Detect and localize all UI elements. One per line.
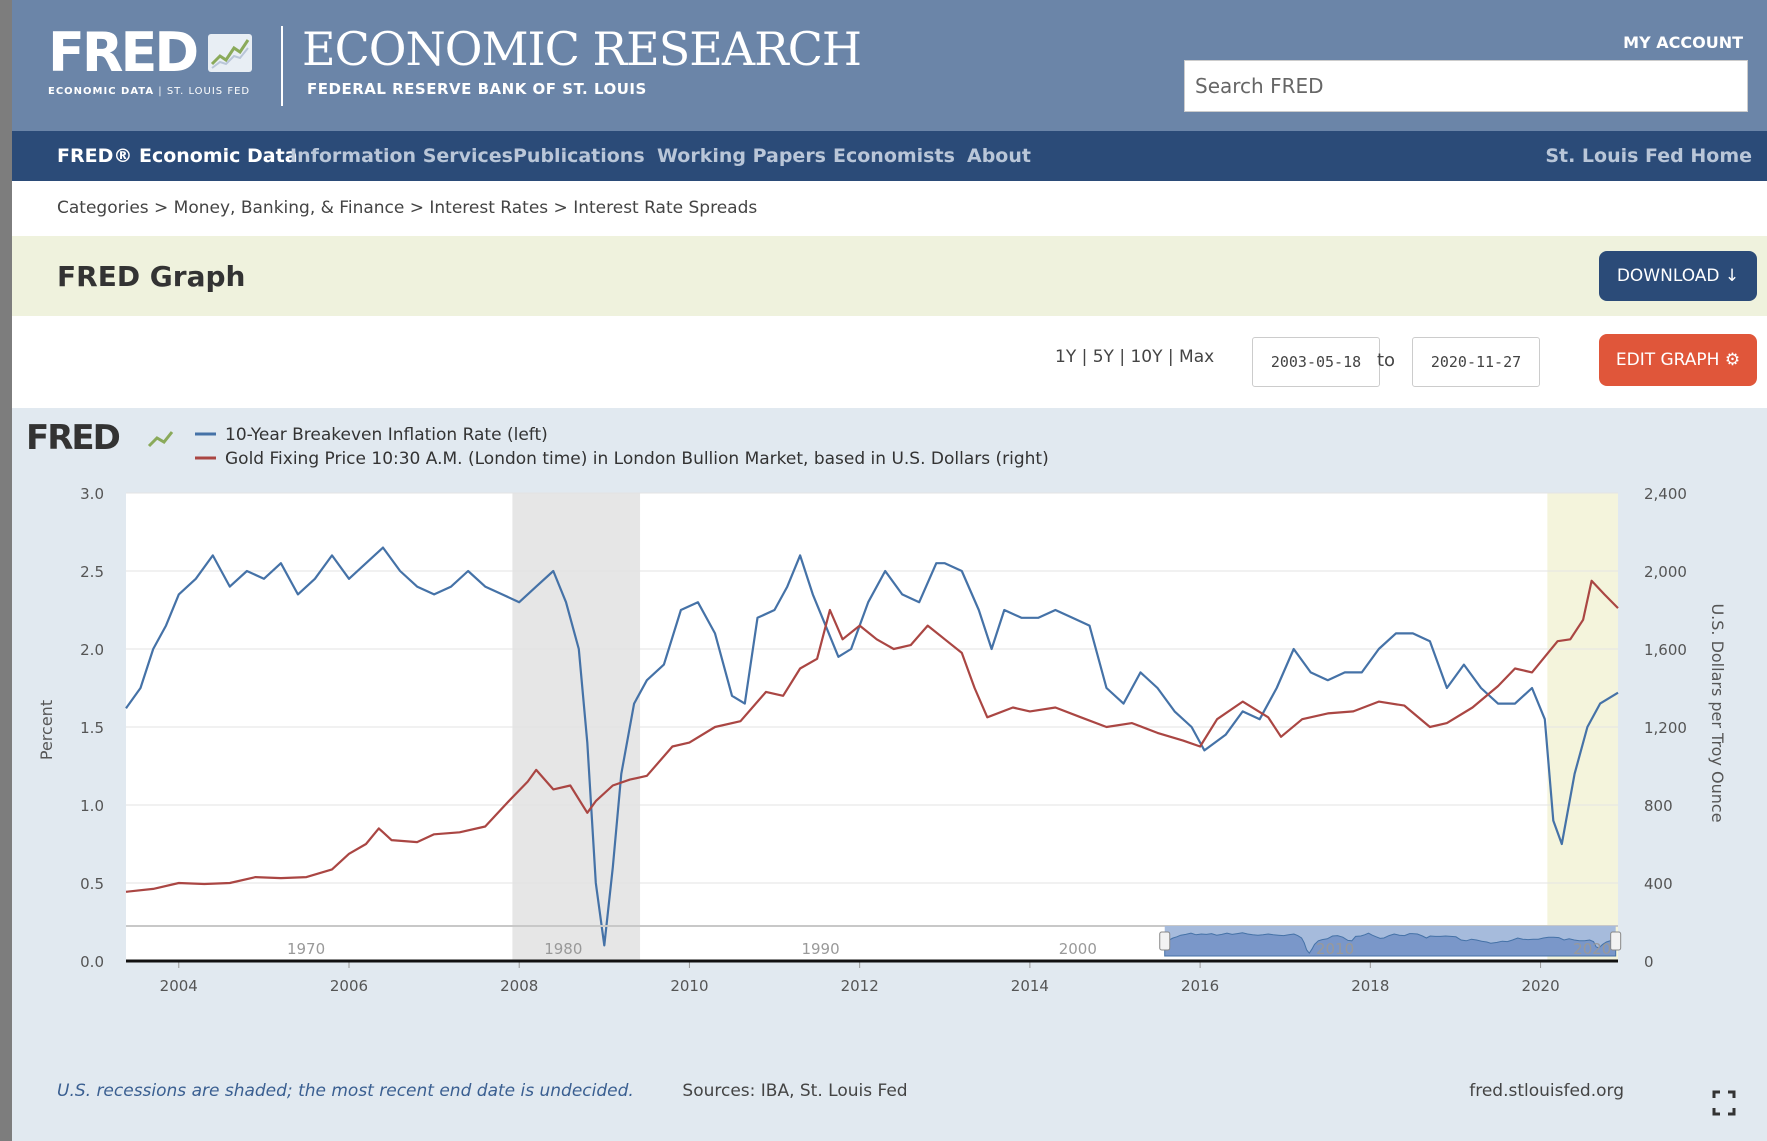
y-axis-left-label: Percent [37, 700, 56, 760]
range-navigator[interactable]: 1970 1980 1990 2000 2010 2020 [126, 925, 1622, 958]
date-to-label: to [1377, 350, 1396, 371]
x-tick: 2010 [670, 977, 708, 995]
fred-logo[interactable]: FRED [48, 21, 199, 84]
download-icon: ↓ [1724, 266, 1740, 286]
x-tick: 2008 [500, 977, 538, 995]
my-account-link[interactable]: MY ACCOUNT [1623, 33, 1743, 52]
navigator-series [1164, 932, 1617, 957]
main-nav: FRED® Economic Data Information Services… [12, 131, 1767, 181]
series-line-gold [125, 579, 1619, 893]
y-tick-right: 1,600 [1644, 641, 1687, 659]
series-line-breakeven [125, 546, 1619, 947]
search-input[interactable] [1184, 60, 1748, 112]
gear-icon: ⚙ [1724, 350, 1741, 370]
nav-economists[interactable]: Economists [833, 145, 955, 167]
y-tick-left: 1.0 [80, 797, 104, 815]
navigator-tick: 2000 [1059, 940, 1097, 958]
y-tick-left: 2.0 [80, 641, 104, 659]
y-tick-right: 1,200 [1644, 719, 1687, 737]
y-tick-right: 2,400 [1644, 485, 1687, 503]
nav-publications[interactable]: Publications [513, 145, 645, 167]
x-tick: 2014 [1011, 977, 1049, 995]
date-range-links[interactable]: 1Y | 5Y | 10Y | Max [1055, 347, 1215, 367]
nav-information-services[interactable]: Information Services [290, 145, 513, 167]
y-tick-right: 800 [1644, 797, 1673, 815]
y-tick-right: 0 [1644, 953, 1654, 971]
x-tick: 2012 [841, 977, 879, 995]
chart-panel: 0.0 0.5 1.0 1.5 2.0 2.5 3.0 0 400 800 1,200 1,600 2,… [12, 408, 1767, 1141]
download-label: DOWNLOAD [1616, 266, 1720, 286]
x-tick: 2016 [1181, 977, 1219, 995]
x-tick: 2004 [160, 977, 198, 995]
y-tick-left: 3.0 [80, 485, 104, 503]
page: FRED ECONOMIC DATA | ST. LOUIS FED ECONO… [12, 0, 1767, 1141]
chart-fred-logo: FRED [26, 418, 174, 458]
download-button[interactable]: DOWNLOAD ↓ [1599, 251, 1757, 301]
fullscreen-icon[interactable] [1712, 1090, 1736, 1116]
logo-subtitle: ECONOMIC DATA | ST. LOUIS FED [48, 86, 251, 97]
nav-fred-economic-data[interactable]: FRED® Economic Data [57, 145, 298, 167]
legend-label-breakeven[interactable]: 10-Year Breakeven Inflation Rate (left) [225, 425, 548, 445]
chart: 0.0 0.5 1.0 1.5 2.0 2.5 3.0 0 400 800 1,200 1,600 2,… [26, 418, 1736, 1116]
svg-text:FRED: FRED [26, 418, 120, 458]
y-tick-left: 0.5 [80, 875, 104, 893]
page-title: FRED Graph [57, 260, 246, 293]
site-link[interactable]: fred.stlouisfed.org [1469, 1081, 1624, 1101]
legend-label-gold[interactable]: Gold Fixing Price 10:30 A.M. (London tim… [225, 449, 1049, 469]
x-tick: 2018 [1351, 977, 1389, 995]
header-divider [281, 26, 283, 106]
edit-graph-button[interactable]: EDIT GRAPH ⚙ [1599, 334, 1757, 386]
economic-research-title[interactable]: ECONOMIC RESEARCH [302, 22, 862, 76]
y-tick-right: 400 [1644, 875, 1673, 893]
site-header: FRED ECONOMIC DATA | ST. LOUIS FED ECONO… [12, 0, 1767, 131]
date-to-input[interactable]: 2020-11-27 [1412, 337, 1540, 387]
graph-header-band: FRED Graph DOWNLOAD ↓ [12, 236, 1767, 316]
x-tick: 2020 [1521, 977, 1559, 995]
chart-axes: 0.0 0.5 1.0 1.5 2.0 2.5 3.0 0 400 800 1,200 1,600 2,… [80, 485, 1687, 995]
y-tick-left: 0.0 [80, 953, 104, 971]
breadcrumb[interactable]: Categories > Money, Banking, & Finance >… [57, 198, 758, 218]
chart-series [125, 546, 1619, 947]
recession-note: U.S. recessions are shaded; the most rec… [57, 1081, 634, 1101]
navigator-tick: 2020 [1573, 940, 1611, 958]
navigator-tick: 2010 [1316, 940, 1354, 958]
date-from-input[interactable]: 2003-05-18 [1252, 337, 1380, 387]
nav-about[interactable]: About [967, 145, 1031, 167]
y-axis-right-label: U.S. Dollars per Troy Ounce [1708, 603, 1727, 822]
navigator-tick: 1980 [544, 940, 582, 958]
edit-graph-label: EDIT GRAPH [1615, 350, 1720, 370]
economic-research-subtitle: FEDERAL RESERVE BANK OF ST. LOUIS [307, 80, 647, 98]
y-tick-right: 2,000 [1644, 563, 1687, 581]
nav-working-papers[interactable]: Working Papers [657, 145, 826, 167]
nav-st-louis-fed-home[interactable]: St. Louis Fed Home [1545, 145, 1752, 167]
sources-text: Sources: IBA, St. Louis Fed [682, 1081, 907, 1101]
y-tick-left: 1.5 [80, 719, 104, 737]
navigator-handle [1610, 931, 1622, 951]
y-tick-left: 2.5 [80, 563, 104, 581]
chart-gridlines [126, 492, 1618, 884]
x-tick: 2006 [330, 977, 368, 995]
navigator-tick: 1970 [287, 940, 325, 958]
navigator-tick: 1990 [801, 940, 839, 958]
navigator-handle [1159, 931, 1171, 951]
fred-logo-chart-icon [208, 34, 252, 72]
